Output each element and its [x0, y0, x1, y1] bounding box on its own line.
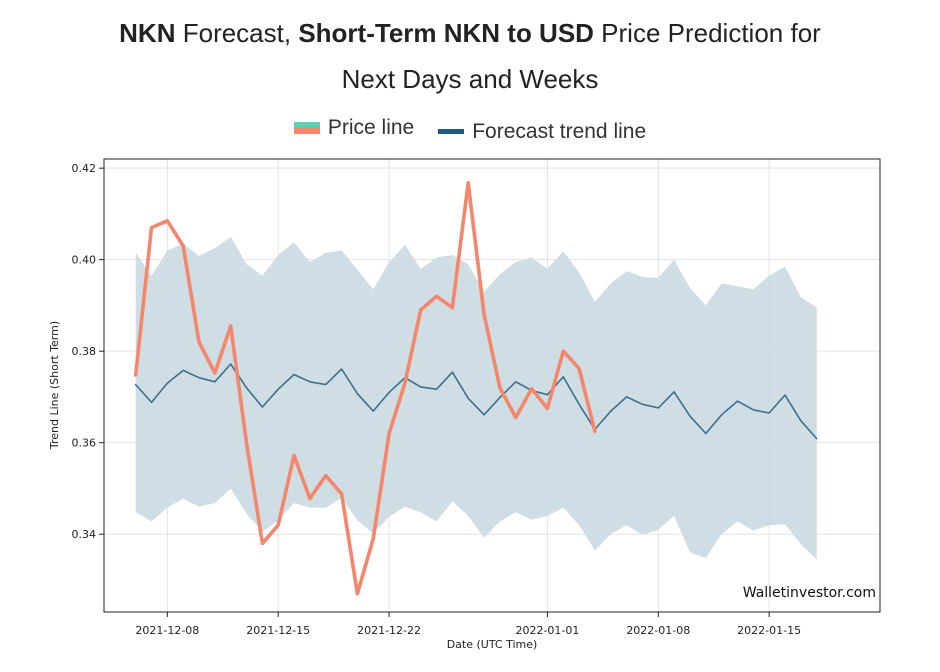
watermark-text: Walletinvestor.com — [743, 585, 876, 601]
title-part: Forecast, — [175, 18, 299, 48]
y-axis-label: Trend Line (Short Term) — [48, 321, 61, 450]
x-axis-label: Date (UTC Time) — [447, 638, 538, 651]
x-tick-label: 2022-01-01 — [515, 624, 579, 637]
x-tick-label: 2021-12-15 — [246, 624, 310, 637]
chart-legend: Price line Forecast trend line — [0, 116, 940, 144]
title-part: Price Prediction for — [593, 18, 821, 48]
legend-item: Price line — [293, 116, 415, 140]
title-part: NKN — [119, 18, 176, 48]
legend-label: Price line — [327, 116, 415, 139]
y-tick-label: 0.38 — [72, 345, 97, 358]
axis-ticks: 0.34 0.36 0.38 0.40 0.42 2021-12-08 2021-12-15… — [72, 162, 802, 637]
y-tick-label: 0.34 — [72, 528, 97, 541]
x-tick-label: 2022-01-15 — [737, 624, 801, 637]
legend-swatch — [438, 129, 465, 134]
legend-item: Forecast trend line — [438, 120, 646, 144]
chart-title: NKN Forecast, Short-Term NKN to USD Pric… — [0, 10, 940, 102]
x-tick-label: 2021-12-08 — [135, 624, 199, 637]
y-tick-label: 0.36 — [72, 437, 97, 450]
title-part: Short-Term NKN to USD — [298, 18, 594, 48]
forecast-band-area — [135, 236, 817, 560]
y-tick-label: 0.40 — [72, 254, 97, 267]
trend-line — [134, 363, 818, 440]
plot-frame — [103, 158, 881, 613]
forecast-band — [135, 236, 817, 560]
x-tick-label: 2022-01-08 — [626, 624, 690, 637]
legend-swatch — [293, 122, 320, 134]
price-line — [133, 181, 597, 596]
title-part: Next Days and Weeks — [341, 64, 599, 94]
legend-label: Forecast trend line — [472, 119, 647, 143]
y-tick-label: 0.42 — [72, 162, 97, 175]
series-lines — [133, 181, 818, 596]
x-tick-label: 2021-12-22 — [357, 624, 421, 637]
